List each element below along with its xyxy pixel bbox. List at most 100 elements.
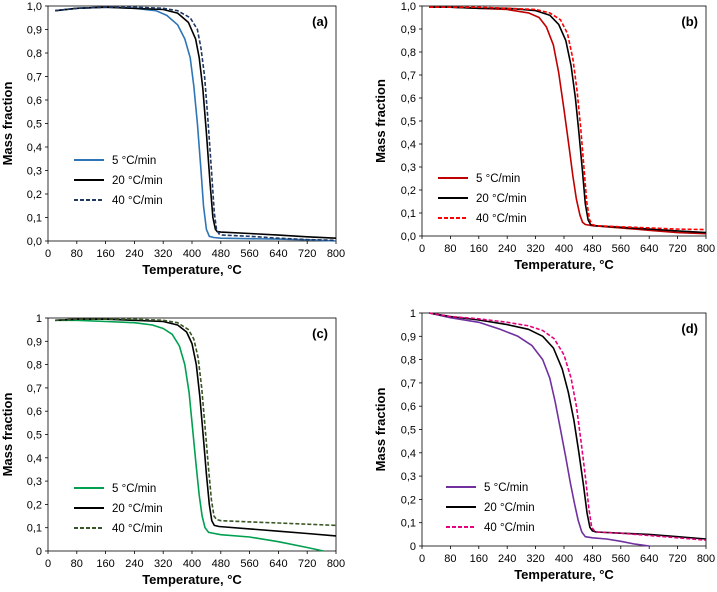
x-tick-label: 80 — [444, 553, 456, 565]
y-tick-label: 0,2 — [401, 494, 416, 506]
y-tick-label: 1,0 — [401, 1, 416, 13]
y-tick-label: 0,8 — [401, 47, 416, 59]
x-tick-label: 640 — [269, 558, 287, 570]
series-line-2 — [428, 312, 707, 540]
x-tick-label: 480 — [212, 248, 230, 260]
x-tick-label: 160 — [470, 553, 488, 565]
x-tick-label: 80 — [71, 248, 83, 260]
y-tick-label: 0,3 — [401, 471, 416, 483]
x-tick-label: 400 — [555, 553, 573, 565]
x-tick-label: 320 — [154, 558, 172, 570]
x-tick-label: 160 — [470, 243, 488, 255]
plot-frame — [47, 5, 337, 242]
y-tick-label: 0,1 — [401, 208, 416, 220]
x-tick-label: 720 — [298, 248, 316, 260]
x-tick-label: 480 — [583, 553, 601, 565]
series-line-1 — [428, 312, 650, 547]
y-tick-label: 1 — [410, 308, 416, 320]
x-tick-label: 80 — [71, 558, 83, 570]
x-tick-label: 80 — [444, 243, 456, 255]
panel-label: (b) — [681, 14, 698, 29]
series-line-2 — [55, 318, 337, 537]
y-tick-label: 0,1 — [27, 523, 42, 535]
series-line-3 — [55, 318, 337, 527]
x-tick-label: 0 — [45, 558, 51, 570]
y-tick-label: 1,0 — [27, 1, 42, 13]
panel-label: (a) — [312, 14, 328, 29]
y-tick-label: 0,5 — [401, 425, 416, 437]
x-tick-label: 560 — [240, 558, 258, 570]
y-tick-label: 1 — [36, 313, 42, 325]
x-tick-label: 800 — [327, 248, 345, 260]
series-line-3 — [428, 312, 707, 541]
y-tick-label: 0,6 — [401, 401, 416, 413]
y-tick-label: 0,5 — [401, 116, 416, 128]
x-tick-label: 320 — [526, 243, 544, 255]
x-tick-label: 400 — [183, 558, 201, 570]
y-tick-label: 0,1 — [27, 213, 42, 225]
x-tick-label: 640 — [269, 248, 287, 260]
y-tick-label: 0,4 — [401, 448, 416, 460]
series-line-1 — [55, 319, 324, 552]
x-tick-label: 640 — [640, 243, 658, 255]
legend-label: 20 °C/min — [476, 193, 527, 205]
legend-label: 40 °C/min — [476, 213, 527, 225]
y-axis-label: Mass fraction — [0, 82, 15, 166]
y-tick-label: 0 — [410, 541, 416, 553]
chart-panel-2: 0 80 160 240 320 400 480 560 640 720 800 0,0 0,1 0,2 0… — [373, 1, 715, 272]
x-tick-label: 160 — [96, 248, 114, 260]
y-tick-label: 0,9 — [27, 25, 42, 37]
y-tick-label: 0,6 — [27, 406, 42, 418]
chart-panel-3: 0 80 160 240 320 400 480 560 640 720 800 0 0,1 0,2 0,3… — [0, 313, 345, 587]
x-tick-label: 400 — [183, 248, 201, 260]
y-tick-label: 0,1 — [401, 518, 416, 530]
series-line-2 — [55, 6, 337, 239]
x-axis-label: Temperature, °C — [142, 262, 242, 277]
y-tick-label: 0,2 — [27, 499, 42, 511]
y-tick-label: 0,5 — [27, 119, 42, 131]
x-tick-label: 560 — [240, 248, 258, 260]
x-tick-label: 400 — [555, 243, 573, 255]
legend-label: 20 °C/min — [112, 175, 163, 187]
x-axis-label: Temperature, °C — [142, 572, 242, 587]
x-tick-label: 0 — [45, 248, 51, 260]
x-tick-label: 240 — [498, 553, 516, 565]
chart-panel-1: 0 80 160 240 320 400 480 560 640 720 800 0,0 0,1 0,2 0… — [0, 1, 345, 277]
legend-label: 5 °C/min — [484, 482, 528, 494]
x-tick-label: 800 — [697, 553, 715, 565]
y-tick-label: 0,6 — [401, 93, 416, 105]
y-tick-label: 0,8 — [27, 48, 42, 60]
y-tick-label: 0,3 — [401, 162, 416, 174]
series-line-3 — [55, 6, 337, 242]
panel-label: (c) — [312, 326, 328, 341]
x-tick-label: 560 — [612, 243, 630, 255]
y-tick-label: 0 — [36, 546, 42, 558]
y-axis-label: Mass fraction — [373, 388, 388, 472]
x-tick-label: 800 — [327, 558, 345, 570]
x-tick-label: 0 — [419, 243, 425, 255]
x-tick-label: 640 — [640, 553, 658, 565]
series-line-1 — [429, 6, 707, 235]
y-tick-label: 0,9 — [401, 331, 416, 343]
x-tick-label: 720 — [668, 553, 686, 565]
x-axis-label: Temperature, °C — [514, 257, 614, 272]
x-tick-label: 720 — [298, 558, 316, 570]
y-tick-label: 0,3 — [27, 166, 42, 178]
plot-frame — [47, 317, 337, 552]
legend-label: 5 °C/min — [476, 173, 520, 185]
y-tick-label: 0,7 — [401, 70, 416, 82]
y-tick-label: 0,0 — [27, 236, 42, 248]
x-tick-label: 0 — [419, 553, 425, 565]
y-tick-label: 0,4 — [27, 142, 42, 154]
x-tick-label: 160 — [96, 558, 114, 570]
y-tick-label: 0,0 — [401, 231, 416, 243]
y-tick-label: 0,2 — [401, 185, 416, 197]
x-tick-label: 240 — [125, 248, 143, 260]
legend-label: 40 °C/min — [112, 195, 163, 207]
x-tick-label: 240 — [498, 243, 516, 255]
plot-frame — [421, 312, 707, 547]
series-line-2 — [429, 6, 707, 234]
x-tick-label: 560 — [612, 553, 630, 565]
chart-panel-4: 0 80 160 240 320 400 480 560 640 720 800 0 0,1 0,2 0,3… — [373, 308, 715, 582]
